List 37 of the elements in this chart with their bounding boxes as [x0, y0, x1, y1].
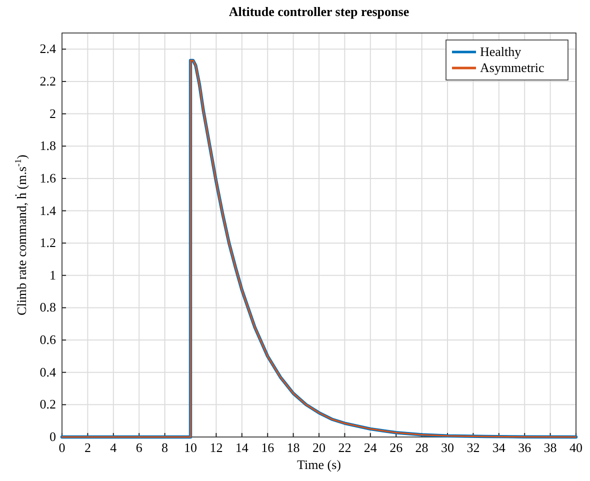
x-tick-label: 2 [84, 440, 91, 455]
y-tick-label: 0.4 [40, 364, 56, 380]
y-tick-label: 1.2 [40, 235, 56, 250]
x-tick-label: 4 [110, 440, 118, 455]
y-tick-label: 0.2 [40, 396, 56, 412]
legend-label: Healthy [480, 44, 522, 59]
x-tick-label: 6 [136, 440, 143, 455]
x-tick-label: 38 [544, 440, 557, 455]
legend-label: Asymmetric [480, 60, 544, 75]
x-tick-label: 28 [415, 440, 428, 455]
x-tick-label: 36 [518, 440, 532, 455]
x-tick-label: 12 [210, 440, 223, 455]
x-tick-label: 18 [286, 440, 300, 455]
x-tick-label: 16 [261, 440, 275, 455]
y-tick-label: 1.8 [40, 138, 56, 154]
y-tick-label: 0.6 [40, 332, 56, 348]
x-tick-label: 40 [570, 440, 582, 455]
y-tick-label: 1.4 [40, 202, 56, 218]
y-tick-label: 2.4 [40, 41, 56, 56]
y-tick-label: 0.8 [40, 300, 56, 315]
x-tick-label: 30 [441, 440, 454, 455]
x-tick-label: 8 [162, 440, 168, 455]
y-tick-label: 2 [50, 106, 56, 121]
y-tick-label: 1.6 [40, 170, 56, 186]
x-tick-label: 22 [338, 440, 352, 455]
x-tick-label: 14 [235, 440, 249, 455]
y-tick-label: 2.2 [40, 73, 56, 88]
x-tick-label: 24 [364, 440, 378, 455]
chart-title: Altitude controller step response [228, 4, 410, 19]
x-tick-label: 10 [184, 440, 197, 455]
y-tick-label: 0 [50, 429, 56, 444]
x-tick-label: 32 [466, 440, 480, 455]
x-tick-label: 26 [390, 440, 404, 455]
x-axis-title: Time (s) [297, 457, 341, 472]
y-tick-label: 1 [50, 267, 56, 282]
x-tick-label: 20 [312, 440, 326, 455]
x-tick-label: 34 [492, 440, 506, 455]
